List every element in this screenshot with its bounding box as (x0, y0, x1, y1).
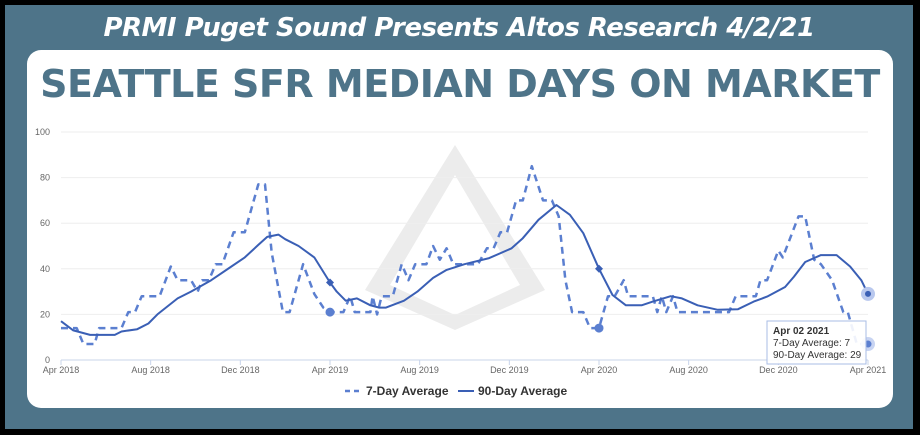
y-tick-label: 0 (45, 355, 50, 365)
legend-7-day-label: 7-Day Average (366, 384, 449, 398)
series-90-day-marker (326, 278, 334, 287)
tooltip-date: Apr 02 2021 (773, 326, 830, 337)
series-7-day-marker (325, 307, 335, 317)
y-tick-label: 40 (40, 264, 50, 274)
x-tick-label: Apr 2021 (850, 365, 887, 375)
series-90-day-marker (595, 264, 603, 273)
tooltip-box (766, 320, 867, 365)
x-tick-label: Dec 2020 (759, 365, 798, 375)
hover-point-90-day (865, 290, 871, 297)
slide-frame: PRMI Puget Sound Presents Altos Research… (5, 5, 913, 429)
y-tick-label: 80 (40, 173, 50, 183)
tooltip-7-day-value: 7-Day Average: 7 (773, 338, 851, 349)
legend-90-day-label: 90-Day Average (478, 384, 567, 398)
header-title: PRMI Puget Sound Presents Altos Research… (103, 13, 815, 43)
series-90-day-line (60, 204, 869, 336)
series-7-day-marker (594, 323, 604, 333)
x-tick-label: Apr 2019 (312, 365, 349, 375)
tooltip-90-day-value: 90-Day Average: 29 (773, 350, 862, 361)
series-7-day-line (61, 164, 868, 346)
y-tick-label: 20 (40, 309, 50, 319)
x-tick-label: Aug 2020 (669, 365, 708, 375)
y-tick-label: 100 (35, 127, 50, 137)
x-tick-label: Apr 2018 (43, 365, 80, 375)
chart-title: SEATTLE SFR MEDIAN DAYS ON MARKET (40, 62, 880, 106)
x-tick-label: Aug 2018 (131, 365, 170, 375)
x-tick-label: Dec 2018 (221, 365, 260, 375)
x-tick-label: Aug 2019 (400, 365, 439, 375)
chart-panel: SEATTLE SFR MEDIAN DAYS ON MARKET (27, 50, 893, 408)
watermark-logo-icon (365, 145, 545, 330)
y-tick-label: 60 (40, 218, 50, 228)
x-tick-label: Dec 2019 (490, 365, 529, 375)
x-tick-label: Apr 2020 (581, 365, 618, 375)
